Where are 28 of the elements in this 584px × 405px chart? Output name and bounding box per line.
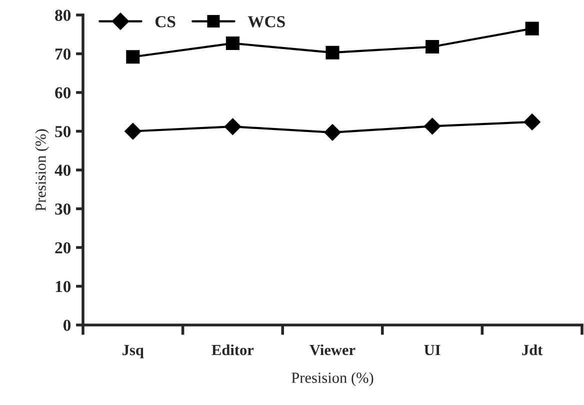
point <box>524 114 540 130</box>
legend-label: CS <box>155 16 176 28</box>
point <box>224 118 242 135</box>
point <box>124 122 142 140</box>
x-tick-label: UI <box>424 345 440 356</box>
y-tick-label: 10 <box>56 280 71 292</box>
point <box>126 50 140 64</box>
y-tick-label: 40 <box>54 164 71 176</box>
point <box>525 22 539 36</box>
x-tick-label: Jdt <box>522 344 543 356</box>
x-axis-title: Presision (%) <box>292 372 374 386</box>
legend-label: WCS <box>248 16 285 28</box>
point <box>326 46 340 60</box>
point <box>426 40 440 54</box>
y-tick-label: 80 <box>55 10 71 21</box>
point <box>324 124 341 141</box>
x-tick-label: Viewer <box>310 344 356 356</box>
y-tick-label: 30 <box>55 203 71 215</box>
y-tick-label: 20 <box>55 242 71 254</box>
x-tick-label: Jsq <box>122 345 144 358</box>
y-tick-label: 70 <box>55 48 71 60</box>
y-axis-title: Presision (%) <box>35 129 49 211</box>
point <box>424 118 441 135</box>
y-tick-label: 0 <box>63 320 71 331</box>
y-tick-label: 50 <box>55 126 71 138</box>
y-tick-label: 60 <box>55 87 71 98</box>
x-tick-label: Editor <box>212 344 254 356</box>
point <box>226 36 240 50</box>
